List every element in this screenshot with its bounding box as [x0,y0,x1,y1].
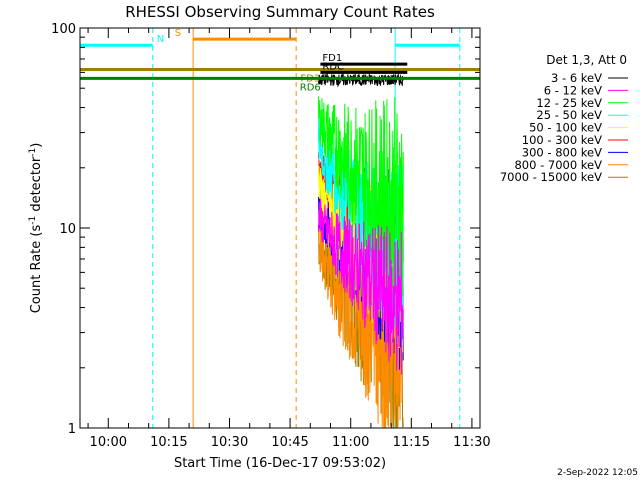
svg-text:Count Rate (s-1 detector-1): Count Rate (s-1 detector-1) [28,143,44,314]
x-tick-label-15: 10:15 [150,435,187,450]
legend-header: Det 1,3, Att 0 [546,53,627,67]
legend-label-2: 12 - 25 keV [536,96,602,110]
y-axis-label-sup1: -1 [28,216,38,225]
x-tick-label-90: 11:30 [453,435,490,450]
series-line-2 [317,96,404,324]
series-group [317,72,404,428]
flag-label-6: RD6 [300,82,321,93]
y-tick-label-1: 1 [68,422,76,437]
flag-label-3: FD1 [322,53,342,64]
plot-area: NSFD1FD3RDCRD611010010:0010:1510:3010:45… [51,22,490,450]
series-line-1 [317,198,404,375]
legend-label-5: 100 - 300 keV [522,133,602,147]
flag-label-5: RDC [322,61,344,72]
x-tick-label-30: 10:30 [211,435,248,450]
y-axis-label-mid: detector [29,156,44,216]
x-tick-label-45: 10:45 [271,435,308,450]
x-tick-label-60: 11:00 [332,435,369,450]
legend-label-8: 7000 - 15000 keV [500,170,602,184]
legend-label-7: 800 - 7000 keV [514,158,602,172]
y-tick-label-100: 100 [51,22,76,37]
legend-label-1: 6 - 12 keV [544,83,602,97]
y-axis-label-sup2: -1 [28,148,38,157]
y-tick-label-10: 10 [59,222,76,237]
y-axis-label-end: ) [29,143,44,148]
flag-label-2: S [175,28,181,39]
y-axis-label: Count Rate (s-1 detector-1) [28,143,44,314]
x-tick-label-75: 11:15 [393,435,430,450]
flag-label-0: N [157,34,164,45]
legend-label-4: 50 - 100 keV [529,121,602,135]
chart-title: RHESSI Observing Summary Count Rates [125,3,435,21]
legend-label-3: 25 - 50 keV [536,108,602,122]
y-axis-label-main: Count Rate (s [29,225,44,314]
x-tick-label-0: 10:00 [90,435,127,450]
legend-label-6: 300 - 800 keV [522,145,602,159]
x-axis-label: Start Time (16-Dec-17 09:53:02) [174,456,386,471]
legend-label-0: 3 - 6 keV [551,71,602,85]
footer-date: 2-Sep-2022 12:05 [557,468,638,478]
